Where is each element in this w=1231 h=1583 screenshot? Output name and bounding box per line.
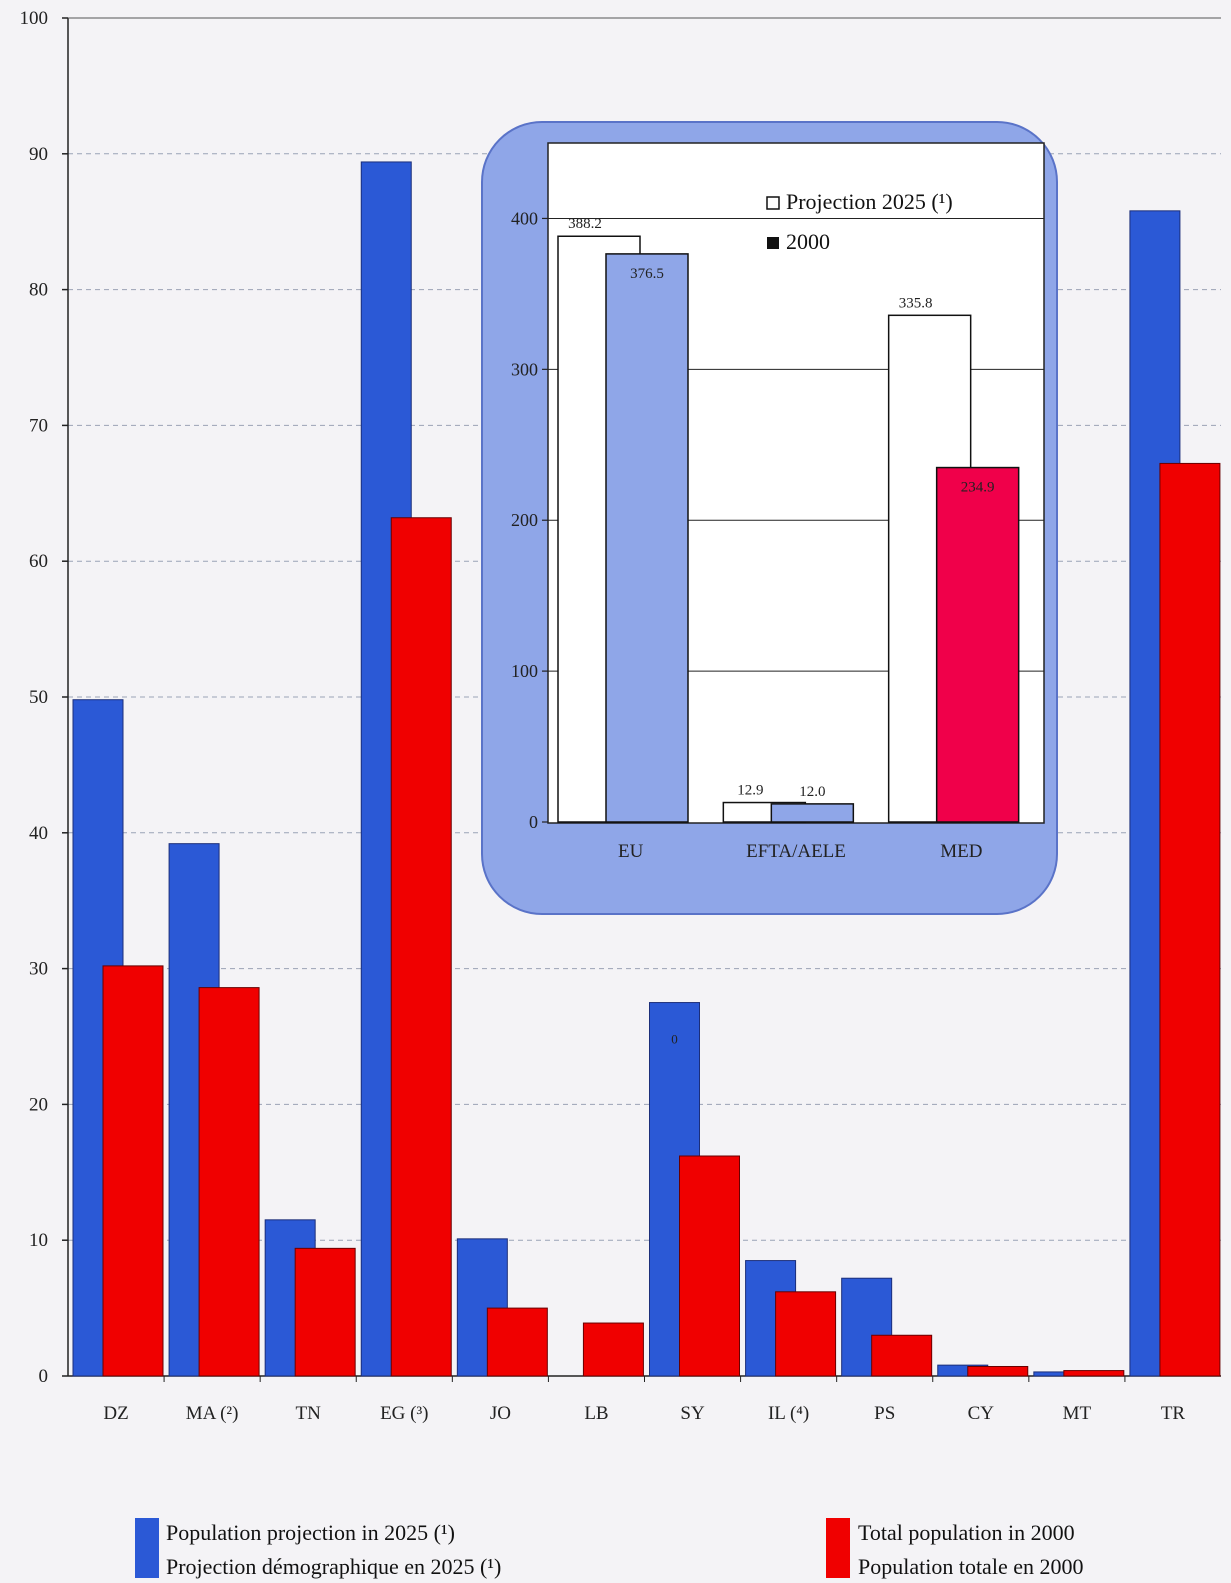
x-label-2: TN (296, 1403, 322, 1424)
main-y-tick-label: 100 (20, 8, 49, 29)
inset-value-label-2000-1: 12.0 (799, 784, 825, 800)
legend-swatch-red (826, 1518, 850, 1578)
main-y-tick-label: 70 (29, 415, 48, 436)
inset-y-tick-label: 400 (511, 208, 538, 228)
x-label-3: EG (³) (380, 1403, 428, 1424)
x-label-11: TR (1161, 1403, 1186, 1424)
bar-2000-0 (102, 965, 164, 1377)
main-y-tick-label: 10 (29, 1230, 48, 1251)
bottom-legend: Population projection in 2025 (¹) Projec… (135, 1518, 1083, 1579)
inset-value-label-2025-2: 335.8 (899, 295, 933, 311)
inset-x-label-1: EFTA/AELE (746, 841, 846, 862)
bar-2000-2 (294, 1247, 356, 1377)
main-annotations: 0 (671, 1031, 678, 1046)
inset-value-label-2025-1: 12.9 (737, 783, 763, 799)
x-label-10: MT (1063, 1403, 1092, 1424)
x-label-9: CY (968, 1403, 995, 1424)
x-label-0: DZ (103, 1403, 128, 1424)
main-y-tick-label: 0 (39, 1366, 49, 1387)
inset-y-tick-label: 200 (511, 510, 538, 530)
main-y-tick-label: 20 (29, 1094, 48, 1115)
main-y-tick-label: 90 (29, 144, 48, 165)
inset-x-label-2: MED (940, 841, 982, 862)
bar-2000-7 (775, 1291, 837, 1377)
main-bars (72, 161, 1221, 1377)
inset-x-label-0: EU (618, 841, 644, 862)
inset-bar-2000-0 (605, 253, 689, 823)
bar-2000-11 (1159, 462, 1221, 1377)
sy-bar-annotation: 0 (671, 1031, 678, 1046)
bar-2000-6 (679, 1155, 740, 1377)
bar-2000-1 (198, 987, 260, 1377)
legend-red-line1: Total population in 2000 (858, 1520, 1075, 1545)
bar-2000-3 (390, 517, 452, 1377)
main-y-tick-label: 80 (29, 280, 48, 301)
x-label-4: JO (490, 1403, 511, 1424)
inset-value-label-2000-0: 376.5 (630, 266, 664, 282)
legend-blue-line1: Population projection in 2025 (¹) (166, 1520, 455, 1545)
bar-2000-8 (871, 1334, 933, 1377)
main-y-tick-label: 40 (29, 823, 48, 844)
bar-2000-4 (486, 1307, 548, 1377)
bar-2000-9 (967, 1365, 1029, 1377)
inset-legend-label-2000: 2000 (786, 229, 830, 254)
inset-legend-swatch-2000 (767, 237, 779, 249)
x-label-8: PS (874, 1403, 895, 1424)
legend-swatch-blue (135, 1518, 159, 1578)
main-y-tick-label: 30 (29, 959, 48, 980)
main-y-tick-label: 60 (29, 551, 48, 572)
inset-x-labels: EU EFTA/AELE MED (618, 841, 982, 862)
inset-value-label-2000-2: 234.9 (961, 480, 995, 496)
inset-value-label-2025-0: 388.2 (568, 216, 602, 232)
legend-red-line2: Population totale en 2000 (858, 1554, 1083, 1579)
legend-blue-line2: Projection démographique en 2025 (¹) (166, 1554, 501, 1579)
inset-y-tick-label: 300 (511, 359, 538, 379)
inset-y-tick-label: 100 (511, 661, 538, 681)
bar-2000-10 (1063, 1370, 1125, 1377)
x-label-5: LB (584, 1403, 608, 1424)
inset-legend-swatch-2025 (766, 196, 780, 210)
main-y-tick-label: 50 (29, 687, 48, 708)
inset-bar-2000-2 (935, 466, 1020, 823)
x-label-6: SY (680, 1403, 705, 1424)
inset-legend: Projection 2025 (¹) 2000 (766, 189, 953, 254)
x-label-1: MA (²) (186, 1403, 239, 1424)
inset-bars: 388.2 376.5 12.9 12.0 335.8 234.9 (557, 216, 1020, 823)
inset-y-tick-label: 0 (529, 812, 538, 832)
bar-2000-5 (582, 1322, 644, 1377)
inset-bar-2000-1 (770, 803, 855, 823)
inset-chart: 0 100 200 300 400 388.2 376.5 12.9 12.0 335.8 234… (481, 121, 1058, 915)
inset-legend-label-2025: Projection 2025 (¹) (786, 189, 953, 214)
main-x-labels: DZ MA (²) TN EG (³) JO LB SY IL (⁴) PS CY MT TR (103, 1376, 1185, 1424)
x-label-7: IL (⁴) (768, 1403, 809, 1424)
inset-y-axis: 0 100 200 300 400 (511, 208, 548, 832)
